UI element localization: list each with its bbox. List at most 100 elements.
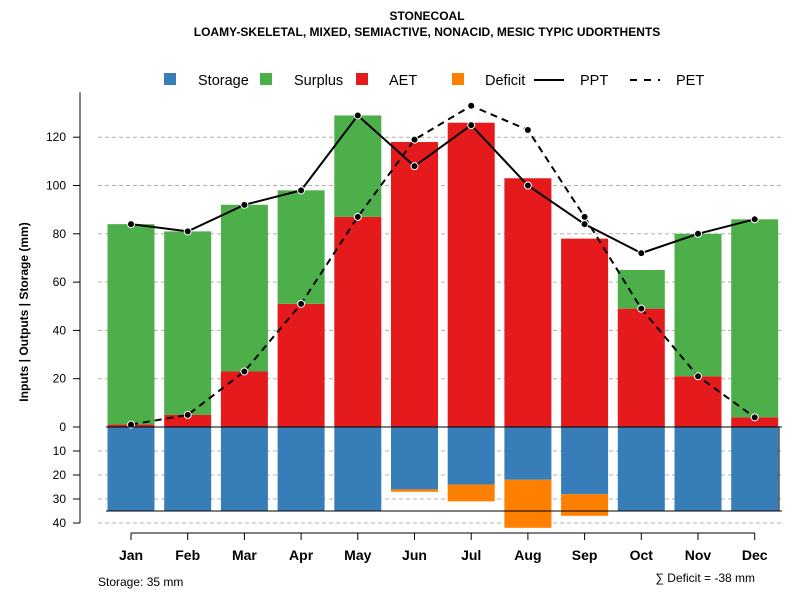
pet-point xyxy=(694,372,702,381)
aet-bar xyxy=(220,371,268,427)
legend-label-pet: PET xyxy=(676,73,704,89)
aet-bar xyxy=(561,238,609,427)
pet-point xyxy=(523,125,532,134)
deficit-bar xyxy=(504,479,552,528)
storage-bar xyxy=(504,427,552,480)
y-tick-label: 120 xyxy=(46,130,66,144)
aet-bar xyxy=(504,178,552,427)
ppt-point xyxy=(637,249,646,258)
deficit-bar xyxy=(561,494,609,516)
bars xyxy=(107,115,779,528)
surplus-bar xyxy=(334,115,382,217)
x-tick-label: Jul xyxy=(461,547,481,563)
pet-point xyxy=(127,420,135,429)
legend-swatch-surplus xyxy=(260,73,272,85)
ppt-point xyxy=(127,220,135,229)
ppt-point xyxy=(240,200,249,209)
legend-label-aet: AET xyxy=(389,73,417,89)
y-tick-label: 0 xyxy=(59,420,66,434)
x-tick-label: Nov xyxy=(685,547,712,563)
storage-bar xyxy=(334,427,382,511)
storage-bar xyxy=(617,427,665,511)
aet-bar xyxy=(617,308,665,427)
grid-lines xyxy=(98,136,782,524)
pet-point xyxy=(750,413,759,422)
x-tick-label: Jan xyxy=(119,547,143,563)
pet-point xyxy=(183,410,192,419)
ppt-point xyxy=(694,229,702,238)
ppt-point xyxy=(410,162,419,171)
y-tick-label: 20 xyxy=(53,468,67,482)
pet-point xyxy=(410,135,419,144)
deficit-bar xyxy=(391,489,438,492)
pet-point xyxy=(240,367,249,376)
legend-label-deficit: Deficit xyxy=(485,73,525,89)
deficit-footnote: ∑ Deficit = -38 mm xyxy=(655,571,755,585)
ppt-point xyxy=(523,181,532,190)
pet-point xyxy=(353,212,362,221)
aet-bar xyxy=(277,303,325,427)
x-tick-label: Mar xyxy=(232,547,257,563)
storage-bar xyxy=(674,427,722,511)
aet-bar xyxy=(731,417,779,427)
storage-bar xyxy=(220,427,268,511)
surplus-bar xyxy=(674,233,722,377)
y-tick-label: 60 xyxy=(53,275,67,289)
legend-swatch-storage xyxy=(164,73,176,85)
x-tick-label: Aug xyxy=(514,547,541,563)
y-tick-label: 80 xyxy=(53,227,67,241)
chart-subtitle: LOAMY-SKELETAL, MIXED, SEMIACTIVE, NONAC… xyxy=(194,25,660,39)
legend-swatch-aet xyxy=(356,73,368,85)
chart-title: STONECOAL xyxy=(389,9,464,23)
x-tick-label: Jun xyxy=(402,547,427,563)
y-tick-label: 100 xyxy=(46,179,66,193)
legend-label-surplus: Surplus xyxy=(294,73,343,89)
aet-bar xyxy=(391,142,438,427)
storage-footnote: Storage: 35 mm xyxy=(98,575,183,589)
axes: 0 20 40 60 80 100 120 10 20 30 40 Jan Feb Mar Apr May Ju… xyxy=(46,92,782,563)
y-tick-label: 40 xyxy=(53,516,67,530)
ppt-line xyxy=(130,113,755,255)
deficit-bar xyxy=(447,484,495,502)
ppt-point xyxy=(750,215,759,224)
pet-point xyxy=(580,212,589,221)
storage-bar xyxy=(731,427,779,511)
x-tick-label: Dec xyxy=(742,547,768,563)
pet-point xyxy=(467,101,476,110)
storage-bar xyxy=(561,427,609,495)
storage-bar xyxy=(164,427,212,511)
pet-point xyxy=(297,299,306,308)
series-lines xyxy=(127,101,759,429)
legend-label-storage: Storage xyxy=(198,73,249,89)
ppt-point xyxy=(467,121,476,130)
x-tick-label: Feb xyxy=(175,547,200,563)
y-axis-label: Inputs | Outputs | Storage (mm) xyxy=(17,222,31,401)
surplus-bar xyxy=(617,270,665,309)
surplus-bar xyxy=(220,204,268,372)
x-tick-label: Apr xyxy=(289,547,314,563)
x-tick-label: May xyxy=(344,547,371,563)
ppt-point xyxy=(580,220,589,229)
pet-point xyxy=(637,304,646,313)
aet-bar xyxy=(334,216,382,427)
storage-bar xyxy=(391,427,438,490)
legend-swatch-deficit xyxy=(452,73,464,85)
surplus-bar xyxy=(107,224,155,425)
y-tick-label: 10 xyxy=(53,444,67,458)
ppt-point xyxy=(353,111,362,120)
ppt-point xyxy=(183,227,192,236)
x-tick-label: Oct xyxy=(630,547,654,563)
storage-bar xyxy=(277,427,325,511)
storage-bar xyxy=(447,427,495,485)
y-tick-label: 30 xyxy=(53,492,67,506)
ppt-point xyxy=(297,186,306,195)
aet-bar xyxy=(164,414,212,427)
y-tick-label: 20 xyxy=(53,372,67,386)
surplus-bar xyxy=(731,219,779,418)
pet-line xyxy=(130,104,756,426)
legend: Storage Surplus AET Deficit PPT PET xyxy=(164,73,704,89)
legend-label-ppt: PPT xyxy=(580,73,608,89)
surplus-bar xyxy=(164,231,212,415)
aet-bar xyxy=(674,376,722,427)
